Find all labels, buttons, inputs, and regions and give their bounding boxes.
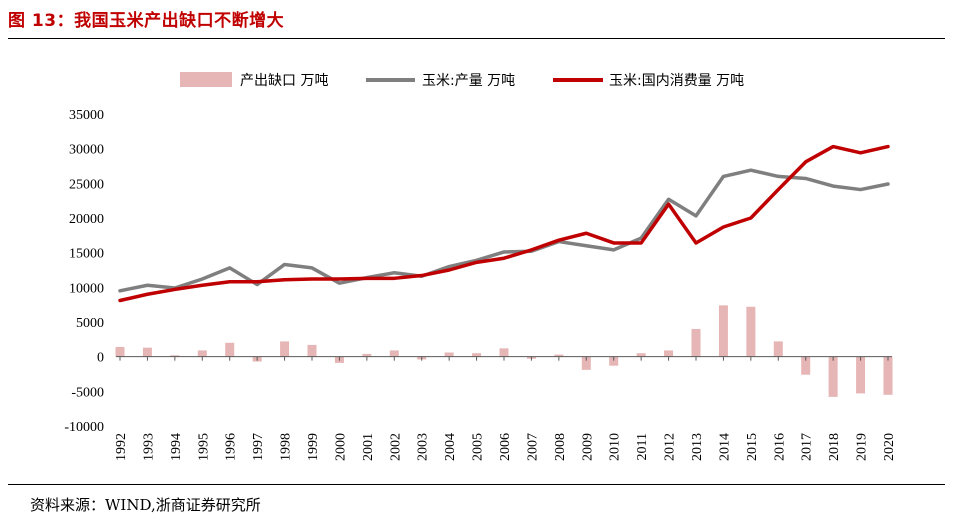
x-tick-label: 2000 <box>333 433 348 461</box>
gap-bar-1998 <box>280 341 290 357</box>
gap-bar-2018 <box>828 356 838 397</box>
gap-bar-2020 <box>883 356 893 395</box>
chart: 产出缺口 万吨 玉米:产量 万吨 玉米:国内消费量 万吨 35000 30000 250… <box>64 72 897 461</box>
gap-bar-2002 <box>389 350 399 357</box>
x-tick-label: 1998 <box>279 433 294 461</box>
title-rule <box>8 38 945 39</box>
x-tick-label: 2016 <box>772 433 787 461</box>
gap-bar-2006 <box>499 348 509 357</box>
x-tick-label: 2006 <box>498 433 513 461</box>
gap-bar-2015 <box>746 306 756 357</box>
x-tick-label: 2015 <box>745 433 760 461</box>
legend-label-consumption: 玉米:国内消费量 万吨 <box>609 73 744 89</box>
legend-swatch-gap <box>180 72 232 87</box>
legend: 产出缺口 万吨 玉米:产量 万吨 玉米:国内消费量 万吨 <box>180 72 744 89</box>
gap-bar-1994 <box>170 355 180 357</box>
gap-bar-2010 <box>609 356 619 366</box>
x-tick-label: 2013 <box>690 433 705 461</box>
x-tick-label: 2018 <box>827 433 842 461</box>
x-tick-label: 2001 <box>361 433 376 461</box>
gap-bar-2001 <box>362 353 372 357</box>
x-tick-label: 2004 <box>443 433 458 461</box>
production-line <box>118 168 890 293</box>
x-tick-label: 2005 <box>471 433 486 461</box>
y-tick-label: 5000 <box>76 316 104 331</box>
x-tick-label: 2010 <box>608 433 623 461</box>
y-tick-label: 35000 <box>69 108 104 123</box>
x-tick-label: 2020 <box>882 433 897 461</box>
x-tick-label: 1997 <box>251 433 266 461</box>
gap-bar-1996 <box>225 342 235 357</box>
y-tick-label: -5000 <box>71 385 104 400</box>
gap-bar-2017 <box>801 356 811 375</box>
x-tick-label: 2009 <box>580 433 595 461</box>
x-tick-label: 1996 <box>224 433 239 461</box>
gap-bar-1995 <box>197 350 207 357</box>
y-tick-label: 25000 <box>69 177 104 192</box>
gap-bar-2009 <box>581 356 591 370</box>
gap-bar-2012 <box>664 350 674 357</box>
x-tick-label: 2012 <box>663 433 678 461</box>
y-tick-label: 20000 <box>69 212 104 227</box>
series-lines <box>118 144 890 303</box>
x-tick-label: 2011 <box>635 433 650 460</box>
gap-bar-2008 <box>554 354 564 357</box>
gap-bar-2019 <box>856 356 866 394</box>
axes: 35000 30000 25000 20000 15000 10000 5000 0 -5000… <box>64 108 897 461</box>
gap-bar-2016 <box>773 341 783 357</box>
x-tick-label: 1993 <box>141 433 156 461</box>
y-tick-label: 10000 <box>69 281 104 296</box>
y-tick-label: 30000 <box>69 143 104 158</box>
figure-title: 图 13：我国玉米产出缺口不断增大 <box>8 11 285 31</box>
y-tick-label: -10000 <box>64 420 104 435</box>
x-tick-label: 1999 <box>306 433 321 461</box>
x-tick-label: 2003 <box>416 433 431 461</box>
gap-bars <box>115 305 893 397</box>
x-tick-label: 1994 <box>169 433 184 461</box>
x-tick-label: 2008 <box>553 433 568 461</box>
source-rule <box>8 484 945 485</box>
x-tick-label: 2019 <box>855 433 870 461</box>
gap-bar-1992 <box>115 346 125 357</box>
x-tick-label: 2017 <box>800 433 815 461</box>
gap-bar-1999 <box>307 344 317 357</box>
y-tick-label: 15000 <box>69 247 104 262</box>
gap-bar-2004 <box>444 352 454 357</box>
x-tick-label: 2014 <box>717 433 732 461</box>
x-tick-label: 2002 <box>388 433 403 461</box>
x-tick-label: 1992 <box>114 433 129 461</box>
gap-bar-2013 <box>691 328 701 357</box>
gap-bar-2005 <box>472 353 482 357</box>
gap-bar-2011 <box>636 353 646 357</box>
x-tick-label: 2007 <box>525 433 540 461</box>
gap-bar-1993 <box>142 347 152 357</box>
legend-label-production: 玉米:产量 万吨 <box>422 73 515 89</box>
x-tick-label: 1995 <box>196 433 211 461</box>
source-note: 资料来源：WIND,浙商证券研究所 <box>30 496 261 514</box>
y-tick-label: 0 <box>97 351 104 366</box>
legend-label-gap: 产出缺口 万吨 <box>240 73 328 89</box>
consumption-line <box>118 144 890 303</box>
gap-bar-2014 <box>718 305 728 357</box>
